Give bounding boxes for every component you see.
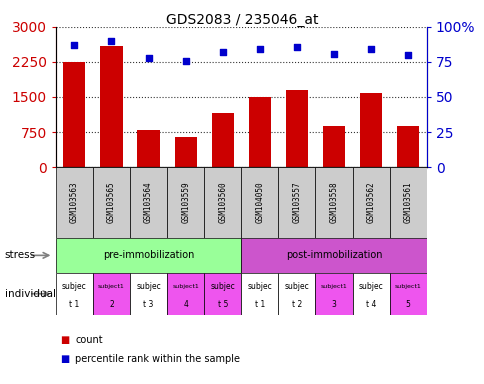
Bar <box>100 46 122 167</box>
Text: pre-immobilization: pre-immobilization <box>103 250 194 260</box>
Text: ■: ■ <box>60 354 70 364</box>
Point <box>182 58 189 64</box>
Text: subjec: subjec <box>136 281 161 291</box>
Bar <box>166 167 204 238</box>
Point <box>404 52 411 58</box>
Bar <box>174 137 197 167</box>
Bar <box>241 273 278 315</box>
Bar <box>285 90 307 167</box>
Point <box>70 42 78 48</box>
Bar <box>93 273 130 315</box>
Text: GSM103563: GSM103563 <box>70 182 79 223</box>
Text: t 4: t 4 <box>365 300 376 309</box>
Point <box>107 38 115 44</box>
Text: subjec: subjec <box>358 281 383 291</box>
Text: t 5: t 5 <box>217 300 227 309</box>
Bar <box>130 167 166 238</box>
Bar <box>278 167 315 238</box>
Text: 3: 3 <box>331 300 336 309</box>
Text: GSM103561: GSM103561 <box>403 182 412 223</box>
Bar <box>166 273 204 315</box>
Text: GSM103560: GSM103560 <box>218 182 227 223</box>
Point <box>330 50 337 56</box>
Bar <box>241 167 278 238</box>
Bar <box>389 167 426 238</box>
Text: subjec: subjec <box>284 281 309 291</box>
Text: GSM103562: GSM103562 <box>366 182 375 223</box>
Bar <box>63 62 85 167</box>
Text: 4: 4 <box>183 300 188 309</box>
Text: GSM103559: GSM103559 <box>181 182 190 223</box>
Text: t 2: t 2 <box>291 300 302 309</box>
Point <box>366 46 374 52</box>
Text: subjec: subjec <box>62 281 87 291</box>
Text: subject1: subject1 <box>394 284 421 289</box>
Bar <box>389 273 426 315</box>
Text: GSM104050: GSM104050 <box>255 182 264 223</box>
Text: GSM103564: GSM103564 <box>144 182 153 223</box>
Bar <box>204 273 241 315</box>
Bar <box>396 126 419 167</box>
Point <box>256 46 263 52</box>
Bar <box>315 273 352 315</box>
Bar <box>352 273 389 315</box>
Text: GSM103558: GSM103558 <box>329 182 338 223</box>
Text: GDS2083 / 235046_at: GDS2083 / 235046_at <box>166 13 318 27</box>
Bar <box>359 93 381 167</box>
Bar <box>322 126 345 167</box>
Bar <box>211 113 233 167</box>
Bar <box>352 167 389 238</box>
Text: subjec: subjec <box>247 281 272 291</box>
Text: t 1: t 1 <box>254 300 264 309</box>
Bar <box>315 167 352 238</box>
Point <box>218 49 226 55</box>
Text: count: count <box>75 335 103 345</box>
Text: subjec: subjec <box>210 281 235 291</box>
Text: subject1: subject1 <box>172 284 198 289</box>
Text: post-immobilization: post-immobilization <box>285 250 381 260</box>
Bar <box>137 130 159 167</box>
Text: GSM103565: GSM103565 <box>106 182 116 223</box>
Bar <box>241 238 426 273</box>
Text: stress: stress <box>5 250 36 260</box>
Text: ■: ■ <box>60 335 70 345</box>
Bar <box>130 273 166 315</box>
Bar <box>56 273 93 315</box>
Bar <box>93 167 130 238</box>
Text: individual: individual <box>5 289 56 299</box>
Text: subject1: subject1 <box>320 284 347 289</box>
Bar <box>278 273 315 315</box>
Point <box>292 43 300 50</box>
Text: t 1: t 1 <box>69 300 79 309</box>
Text: GSM103557: GSM103557 <box>292 182 301 223</box>
Bar <box>248 97 271 167</box>
Text: 5: 5 <box>405 300 410 309</box>
Point <box>144 55 152 61</box>
Text: 2: 2 <box>109 300 114 309</box>
Text: t 3: t 3 <box>143 300 153 309</box>
Text: percentile rank within the sample: percentile rank within the sample <box>75 354 240 364</box>
Bar <box>56 167 93 238</box>
Text: subject1: subject1 <box>98 284 124 289</box>
Bar <box>56 238 241 273</box>
Bar <box>204 167 241 238</box>
